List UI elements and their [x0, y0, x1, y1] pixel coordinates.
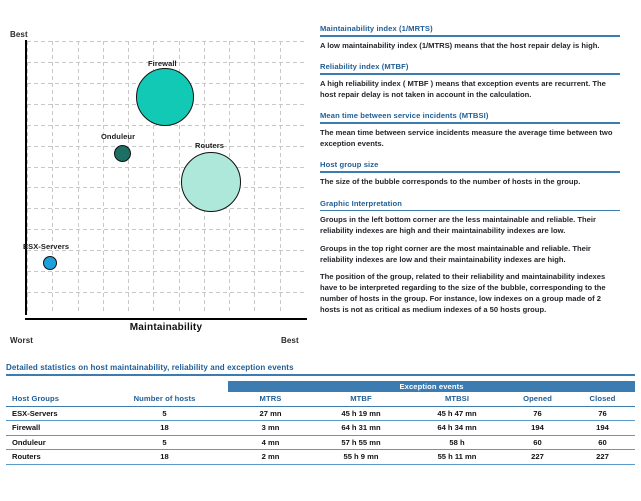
column-header-mtbsi[interactable]: MTBSI: [409, 391, 505, 407]
cell-opened: 60: [505, 435, 570, 450]
definition-body: Groups in the left bottom corner are the…: [320, 215, 620, 315]
bubble-onduleur[interactable]: [113, 144, 131, 162]
bubble-label-firewall: Firewall: [148, 59, 177, 68]
table-head: Exception events Host Groups Number of ho…: [6, 380, 635, 407]
definition-heading: Graphic Interpretation: [320, 198, 402, 208]
cell-opened: 76: [505, 406, 570, 421]
axis-corner-label-bottom-left: Worst: [10, 336, 34, 345]
definition-paragraph: The position of the group, related to th…: [320, 272, 606, 314]
table-row[interactable]: ESX-Servers 5 27 mn 45 h 19 mn 45 h 47 mn 76 7…: [6, 406, 635, 421]
bubble-esx-servers[interactable]: [43, 256, 57, 270]
bubble-label-onduleur: Onduleur: [101, 132, 136, 141]
definition-underline: [320, 171, 620, 173]
bubble-routers[interactable]: [181, 152, 241, 212]
cell-mtrs: 4 mn: [228, 435, 313, 450]
definition-heading: Mean time between service incidents (MTB…: [320, 111, 489, 121]
bubble-firewall[interactable]: [136, 68, 194, 126]
chart-gridlines: [27, 41, 305, 313]
definition-paragraph: Groups in the left bottom corner are the…: [320, 215, 596, 235]
cell-number-of-hosts: 18: [101, 420, 228, 436]
axis-corner-label-top-left: Best: [10, 30, 28, 39]
cell-opened: 227: [505, 449, 570, 465]
cell-closed: 76: [570, 406, 635, 421]
plot-area: Firewall Routers Onduleur ESX-Servers: [23, 41, 305, 313]
definition-underline: [320, 122, 620, 124]
definition-heading: Maintainability index (1/MRTS): [320, 24, 433, 33]
definitions-panel: Maintainability index (1/MRTS) A low main…: [320, 24, 620, 326]
definition-underline: [320, 35, 620, 37]
y-axis-line: [25, 40, 27, 315]
cell-number-of-hosts: 5: [101, 435, 228, 450]
cell-number-of-hosts: 18: [101, 449, 228, 465]
definition-paragraph: Groups in the top right corner are the m…: [320, 243, 591, 264]
bubble-chart: Best Worst Best Reliability Maintainabil…: [0, 0, 312, 352]
cell-mtrs: 3 mn: [228, 420, 313, 436]
cell-closed: 60: [570, 435, 635, 450]
column-header-mtbf[interactable]: MTBF: [313, 391, 409, 407]
definition-block: Graphic Interpretation Groups in the left…: [320, 199, 620, 316]
column-header-opened[interactable]: Opened: [505, 391, 570, 407]
definition-block: Reliability index (MTBF) A high reliabili…: [320, 62, 620, 100]
definition-body: A high reliability index ( MTBF ) means …: [320, 79, 620, 101]
cell-closed: 227: [570, 449, 635, 465]
cell-mtbsi: 55 h 11 mn: [409, 449, 505, 465]
cell-mtbsi: 58 h: [409, 435, 505, 450]
cell-closed: 194: [570, 420, 635, 436]
column-header-number-of-hosts[interactable]: Number of hosts: [101, 391, 228, 407]
x-axis-title: Maintainability: [129, 322, 203, 333]
definition-paragraph: A high reliability index ( MTBF ) means …: [320, 78, 606, 99]
cell-host-group: ESX-Servers: [6, 406, 101, 421]
definition-body: The mean time between service incidents …: [320, 128, 620, 150]
bubble-label-routers: Routers: [195, 141, 225, 150]
cell-mtbf: 64 h 31 mn: [313, 420, 409, 436]
cell-host-group: Routers: [6, 449, 101, 465]
definition-block: Host group size The size of the bubble co…: [320, 160, 620, 187]
definition-paragraph: The size of the bubble corresponds to th…: [320, 176, 581, 186]
cell-mtrs: 27 mn: [228, 406, 313, 421]
definition-heading: Host group size: [320, 160, 379, 170]
statistics-section: Detailed statistics on host maintainabil…: [6, 363, 635, 465]
group-header-spacer-hostgroups: [6, 381, 101, 392]
cell-host-group: Onduleur: [6, 435, 101, 450]
axis-corner-label-bottom-right: Best: [281, 336, 299, 345]
cell-mtbf: 57 h 55 mn: [313, 435, 409, 450]
definition-block: Mean time between service incidents (MTB…: [320, 111, 620, 149]
definition-paragraph: The mean time between service incidents …: [320, 127, 613, 148]
statistics-title: Detailed statistics on host maintainabil…: [6, 363, 294, 372]
column-header-closed[interactable]: Closed: [570, 391, 635, 407]
x-axis-line: [25, 318, 307, 320]
statistics-table: Exception events Host Groups Number of ho…: [6, 380, 635, 465]
statistics-title-rule: [6, 374, 635, 376]
definition-body: The size of the bubble corresponds to th…: [320, 177, 620, 188]
cell-opened: 194: [505, 420, 570, 436]
cell-mtbf: 45 h 19 mn: [313, 406, 409, 421]
definition-underline: [320, 209, 620, 212]
cell-mtrs: 2 mn: [228, 449, 313, 465]
table-body: ESX-Servers 5 27 mn 45 h 19 mn 45 h 47 mn 76 7…: [6, 406, 635, 465]
cell-host-group: Firewall: [6, 420, 101, 436]
table-row[interactable]: Firewall 18 3 mn 64 h 31 mn 64 h 34 mn 194 194: [6, 420, 635, 436]
group-header-exception-events: Exception events: [228, 380, 635, 392]
column-header-host-groups[interactable]: Host Groups: [6, 391, 101, 407]
definition-underline: [320, 73, 620, 75]
table-group-header-row: Exception events: [6, 380, 635, 392]
group-header-spacer-hosts: [101, 381, 228, 392]
table-column-header-row: Host Groups Number of hosts MTRS MTBF MTBSI O…: [6, 391, 635, 407]
table-row[interactable]: Routers 18 2 mn 55 h 9 mn 55 h 11 mn 227 227: [6, 449, 635, 465]
definition-paragraph: A low maintainability index (1/MTRS) mea…: [320, 40, 600, 50]
definition-heading: Reliability index (MTBF): [320, 62, 409, 72]
table-row[interactable]: Onduleur 5 4 mn 57 h 55 mn 58 h 60 60: [6, 435, 635, 450]
definition-body: A low maintainability index (1/MTRS) mea…: [320, 41, 620, 52]
definition-block: Maintainability index (1/MRTS) A low main…: [320, 24, 620, 51]
cell-number-of-hosts: 5: [101, 406, 228, 421]
column-header-mtrs[interactable]: MTRS: [228, 391, 313, 407]
cell-mtbf: 55 h 9 mn: [313, 449, 409, 465]
cell-mtbsi: 64 h 34 mn: [409, 420, 505, 436]
cell-mtbsi: 45 h 47 mn: [409, 406, 505, 421]
bubble-label-esx-servers: ESX-Servers: [23, 242, 70, 251]
